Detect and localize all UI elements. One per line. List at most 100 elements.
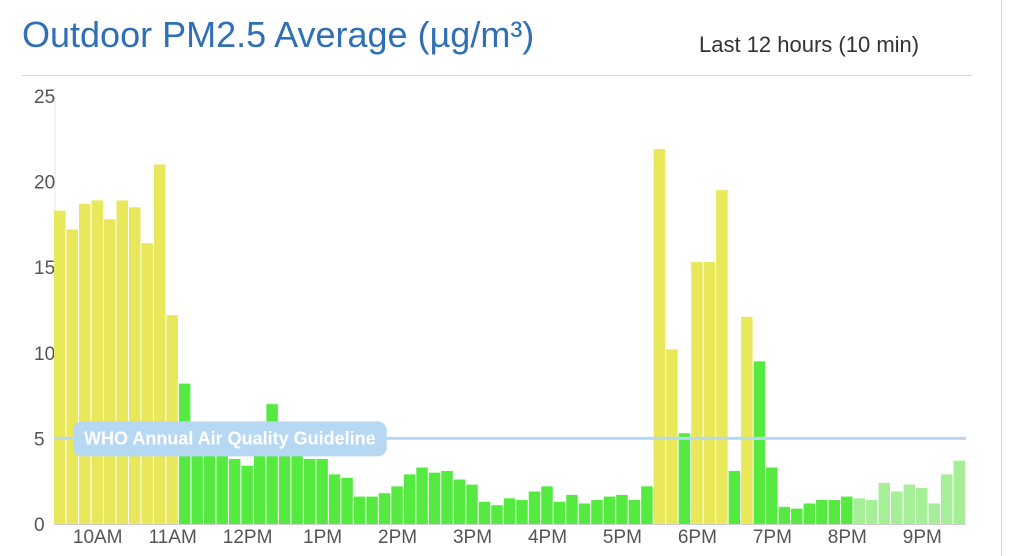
bar[interactable] [553,501,566,524]
y-axis: 0 5 10 15 20 25 [34,87,56,536]
x-tick-label: 8PM [828,527,867,548]
x-tick-label: 6PM [678,527,717,548]
bar[interactable] [516,500,528,524]
x-tick-label: 11AM [149,527,197,548]
bar[interactable] [278,452,291,524]
bar[interactable] [766,467,778,525]
bar[interactable] [753,361,766,524]
bar[interactable] [703,262,716,524]
bar[interactable] [128,207,141,524]
bar[interactable] [253,452,266,524]
bar[interactable] [453,479,466,524]
bar[interactable] [441,470,453,524]
bar[interactable] [378,493,391,524]
bar[interactable] [241,465,253,524]
y-tick-label: 0 [34,515,45,536]
bar[interactable] [891,491,903,524]
bar[interactable] [216,455,228,524]
bar[interactable] [153,164,166,525]
x-tick-label: 1PM [303,527,342,548]
bar[interactable] [916,488,928,524]
bar[interactable] [653,149,666,524]
bar[interactable] [366,496,378,524]
bar[interactable] [466,484,478,524]
bar[interactable] [791,508,803,524]
x-tick-label: 5PM [603,527,642,548]
bar[interactable] [953,460,965,524]
bar[interactable] [78,203,91,525]
bar[interactable] [328,474,341,524]
time-range-label[interactable]: Last 12 hours (10 min) [699,32,920,57]
x-tick-label: 10AM [73,527,123,548]
y-tick-label: 25 [34,87,55,108]
bar[interactable] [641,486,653,524]
header-divider [22,75,972,76]
x-tick-label: 2PM [378,527,417,548]
right-border [1001,0,1002,556]
bar[interactable] [66,229,78,525]
bars-group [54,149,965,525]
bar[interactable] [291,455,303,524]
x-tick-label: 3PM [453,527,492,548]
bar[interactable] [941,474,953,524]
bar[interactable] [878,482,891,524]
bar[interactable] [503,498,516,524]
bar[interactable] [203,455,216,524]
bar[interactable] [341,477,353,524]
who-guideline-text: WHO Annual Air Quality Guideline [84,428,376,448]
bar[interactable] [116,200,128,524]
bar[interactable] [778,506,791,524]
bar[interactable] [578,503,591,524]
bar[interactable] [491,505,503,524]
bar[interactable] [353,496,366,524]
who-guideline-label: WHO Annual Air Quality Guideline [73,421,387,457]
y-tick-label: 20 [34,173,55,194]
y-tick-label: 15 [34,258,55,279]
bar[interactable] [666,349,678,524]
x-tick-label: 9PM [903,527,942,548]
bar[interactable] [191,455,203,524]
bar[interactable] [141,243,153,525]
bar[interactable] [266,404,278,524]
bar[interactable] [528,491,541,524]
bar[interactable] [716,190,728,524]
bar[interactable] [841,496,853,524]
bar[interactable] [478,501,491,524]
bar[interactable] [591,500,603,524]
bar[interactable] [228,458,241,524]
bar[interactable] [428,472,441,524]
bar[interactable] [616,494,628,524]
bar[interactable] [391,486,403,524]
y-tick-label: 10 [34,344,55,365]
x-tick-label: 7PM [753,527,792,548]
bar[interactable] [54,210,66,524]
bar[interactable] [566,494,578,524]
bar[interactable] [903,484,916,524]
bar[interactable] [853,498,866,524]
x-tick-label: 4PM [528,527,567,548]
chart-title: Outdoor PM2.5 Average (µg/m³) [22,14,535,55]
bar[interactable] [741,316,753,524]
bar[interactable] [403,474,416,524]
bar[interactable] [678,433,691,524]
bar[interactable] [928,503,941,524]
bar[interactable] [816,500,828,524]
bar[interactable] [803,503,816,524]
bar[interactable] [691,262,703,524]
bar[interactable] [316,458,328,524]
who-guideline-label-bg [73,421,387,457]
bar[interactable] [103,219,116,524]
bar[interactable] [866,500,878,524]
bar[interactable] [541,486,553,524]
bar[interactable] [728,470,741,524]
bar[interactable] [828,500,841,524]
bar[interactable] [416,467,428,525]
bar[interactable] [166,315,178,524]
bar[interactable] [91,200,103,524]
bar[interactable] [603,496,616,524]
x-axis: 10AM 11AM 12PM 1PM 2PM 3PM 4PM 5PM 6PM 7PM 8PM 9PM [54,524,966,548]
bar[interactable] [303,458,316,524]
y-tick-label: 5 [34,429,45,450]
bar[interactable] [628,500,641,524]
